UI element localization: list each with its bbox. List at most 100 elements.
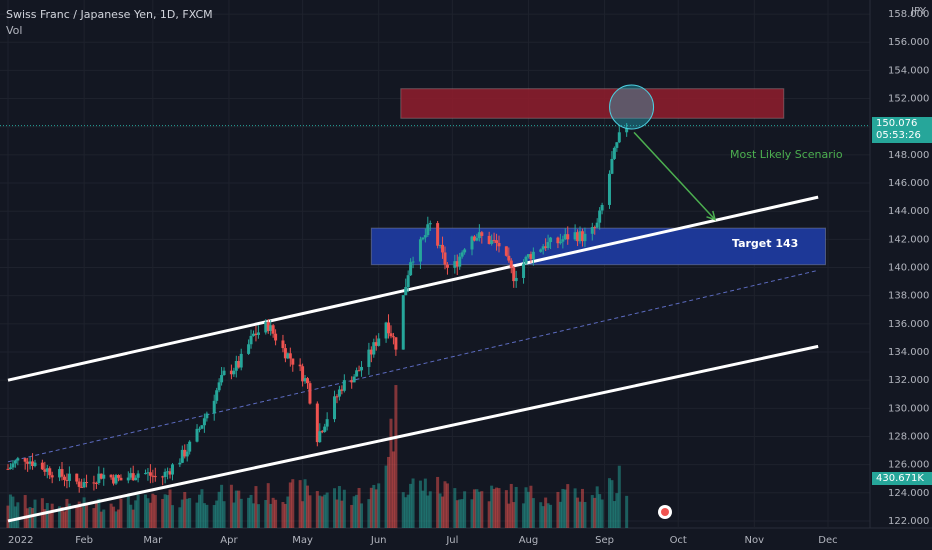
candle-body: [539, 249, 543, 252]
price-tick-label: 156.000: [888, 37, 929, 48]
volume-bar: [418, 480, 422, 528]
candle-countdown: 05:53:26: [876, 129, 921, 141]
volume-bar: [146, 498, 150, 528]
candle-body: [409, 262, 413, 276]
volume-bar: [136, 494, 140, 528]
volume-bar: [477, 491, 481, 528]
volume-bar: [320, 496, 324, 528]
volume-bar: [384, 465, 388, 528]
channel-middle-line: [7, 269, 819, 463]
candle-body: [60, 469, 64, 477]
candle-body: [617, 132, 621, 143]
volume-bar: [6, 505, 10, 528]
candle-body: [166, 471, 170, 473]
candle-body: [598, 210, 602, 223]
price-tick-label: 140.000: [888, 263, 929, 274]
volume-bar: [428, 491, 432, 528]
volume-bar: [497, 488, 501, 528]
chart-grid: [0, 0, 932, 529]
volume-bar: [342, 489, 346, 528]
candle-body: [441, 244, 445, 253]
volume-bar: [522, 503, 526, 528]
volume-bar: [143, 494, 147, 528]
volume-bar: [509, 483, 513, 528]
volume-indicator-label[interactable]: Vol: [6, 24, 23, 37]
volume-bar: [97, 498, 101, 528]
candle-body: [82, 482, 86, 488]
volume-bar: [77, 501, 81, 528]
volume-bar: [94, 501, 98, 528]
volume-bar: [256, 504, 260, 528]
volume-bar: [67, 503, 71, 528]
volume-bar: [325, 492, 329, 528]
volume-bar: [183, 491, 187, 528]
volume-bar: [239, 498, 243, 528]
candle-body: [58, 469, 62, 478]
candle-body: [576, 232, 580, 242]
candle-body: [475, 238, 479, 241]
candle-body: [612, 147, 616, 159]
volume-bar: [185, 498, 189, 528]
volume-bar: [85, 505, 89, 528]
candle-body: [323, 426, 327, 432]
candle-body: [254, 333, 258, 336]
volume-bar: [11, 496, 15, 528]
volume-bar: [166, 495, 170, 528]
candle-body: [119, 477, 123, 481]
candle-body: [524, 256, 528, 264]
candle-body: [318, 431, 322, 443]
candle-body: [131, 473, 135, 481]
candle-body: [455, 261, 459, 267]
candle-body: [470, 236, 474, 250]
volume-bar: [116, 509, 120, 528]
current-price-value: 150.076: [876, 117, 918, 129]
candle-body: [360, 366, 364, 371]
price-tick-label: 146.000: [888, 178, 929, 189]
candle-body: [333, 396, 337, 420]
candle-body: [404, 287, 408, 296]
annotations-overlay: [0, 84, 870, 519]
volume-bar: [487, 501, 491, 528]
volume-bar: [612, 501, 616, 528]
candle-body: [185, 451, 189, 457]
volume-bar: [389, 418, 393, 528]
volume-bar: [409, 483, 413, 528]
volume-bar: [254, 486, 258, 528]
candle-body: [146, 472, 150, 474]
volume-bar: [8, 494, 12, 528]
candle-body: [421, 237, 425, 240]
candle-body: [92, 482, 96, 484]
candle-body: [477, 232, 481, 239]
volume-bar: [576, 497, 580, 528]
volume-bar: [220, 484, 224, 528]
volume-bar: [266, 483, 270, 528]
volume-bar: [114, 511, 118, 528]
candle-body: [325, 419, 329, 427]
candle-body: [463, 249, 467, 253]
volume-bar: [178, 507, 182, 528]
candle-body: [217, 382, 221, 391]
volume-bar: [315, 491, 319, 528]
volume-bar: [50, 503, 54, 528]
candle-body: [558, 241, 562, 244]
candle-body: [266, 321, 270, 331]
candle-body: [102, 474, 106, 479]
volume-bar: [298, 480, 302, 528]
candle-body: [541, 246, 545, 250]
candle-body: [161, 476, 165, 478]
volume-bar: [333, 488, 337, 528]
volume-bar: [426, 495, 430, 528]
volume-bar: [504, 490, 508, 528]
candle-body: [428, 223, 432, 225]
volume-bar: [595, 486, 599, 528]
volume-bar: [269, 503, 273, 528]
candle-body: [256, 332, 260, 336]
candle-body: [369, 349, 373, 355]
candle-body: [151, 475, 155, 477]
candle-body: [497, 242, 501, 247]
candle-body: [443, 252, 447, 265]
volume-bar: [75, 507, 79, 528]
price-tick-label: 154.000: [888, 65, 929, 76]
volume-bar: [539, 502, 543, 528]
